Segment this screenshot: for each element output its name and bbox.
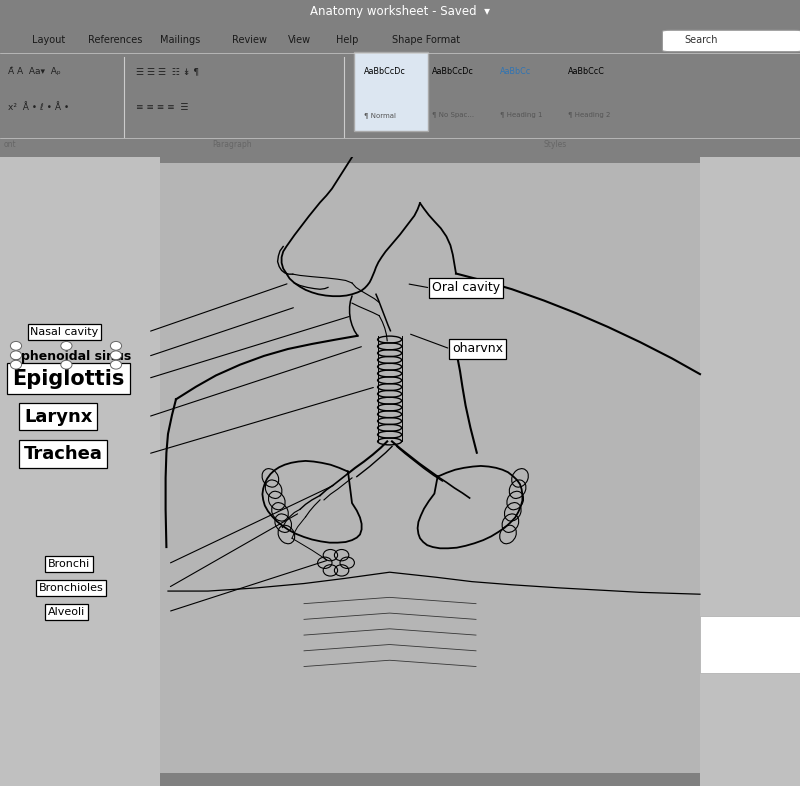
Circle shape [10, 360, 22, 369]
Text: ≡ ≡ ≡ ≡  ☰: ≡ ≡ ≡ ≡ ☰ [136, 104, 189, 112]
Text: ¶ Heading 1: ¶ Heading 1 [500, 112, 542, 118]
Circle shape [110, 351, 122, 360]
Bar [0, 157, 160, 786]
Text: AaBbCcDc: AaBbCcDc [432, 68, 474, 76]
Circle shape [61, 341, 72, 351]
Text: AaBbCcDc: AaBbCcDc [364, 68, 406, 76]
Text: AaBbCc: AaBbCc [500, 68, 531, 76]
Text: oharvnx: oharvnx [452, 343, 503, 355]
Text: Bronchioles: Bronchioles [38, 583, 103, 593]
Text: Bronchi: Bronchi [48, 559, 90, 569]
Text: References: References [88, 35, 142, 45]
Circle shape [110, 360, 122, 369]
Bar [700, 616, 800, 673]
Circle shape [61, 360, 72, 369]
Text: Shape Format: Shape Format [392, 35, 460, 45]
FancyBboxPatch shape [662, 30, 800, 52]
Text: Nasal cavity: Nasal cavity [30, 327, 98, 337]
Text: x²  Å • ℓ • Å •: x² Å • ℓ • Å • [8, 104, 70, 112]
Text: AaBbCcC: AaBbCcC [568, 68, 605, 76]
Text: Search: Search [684, 35, 718, 45]
Text: Oral cavity: Oral cavity [432, 281, 500, 295]
Text: ont: ont [4, 139, 17, 149]
Text: Â A  Aa▾  Aₚ: Â A Aa▾ Aₚ [8, 68, 61, 76]
Text: Trachea: Trachea [24, 445, 103, 463]
Text: ☰ ☰ ☰  ☷ ↡ ¶: ☰ ☰ ☰ ☷ ↡ ¶ [136, 68, 199, 76]
Text: Alveoli: Alveoli [48, 607, 86, 617]
Circle shape [10, 341, 22, 351]
FancyBboxPatch shape [354, 53, 428, 131]
Bar [700, 157, 800, 786]
Text: Review: Review [232, 35, 267, 45]
Text: Sphenoidal sinus: Sphenoidal sinus [12, 350, 131, 363]
Text: Paragraph: Paragraph [212, 139, 252, 149]
Text: Layout: Layout [32, 35, 66, 45]
Text: Anatomy worksheet - Saved  ▾: Anatomy worksheet - Saved ▾ [310, 6, 490, 18]
Text: ¶ No Spac...: ¶ No Spac... [432, 112, 474, 118]
Circle shape [10, 351, 22, 360]
Text: Styles: Styles [544, 139, 567, 149]
Text: Mailings: Mailings [160, 35, 200, 45]
Text: ¶ Normal: ¶ Normal [364, 112, 396, 118]
Bar [160, 163, 700, 773]
Text: View: View [288, 35, 311, 45]
Circle shape [110, 341, 122, 351]
Text: Epiglottis: Epiglottis [12, 369, 124, 388]
Text: ¶ Heading 2: ¶ Heading 2 [568, 112, 610, 118]
Text: Larynx: Larynx [24, 408, 92, 426]
Text: Help: Help [336, 35, 358, 45]
